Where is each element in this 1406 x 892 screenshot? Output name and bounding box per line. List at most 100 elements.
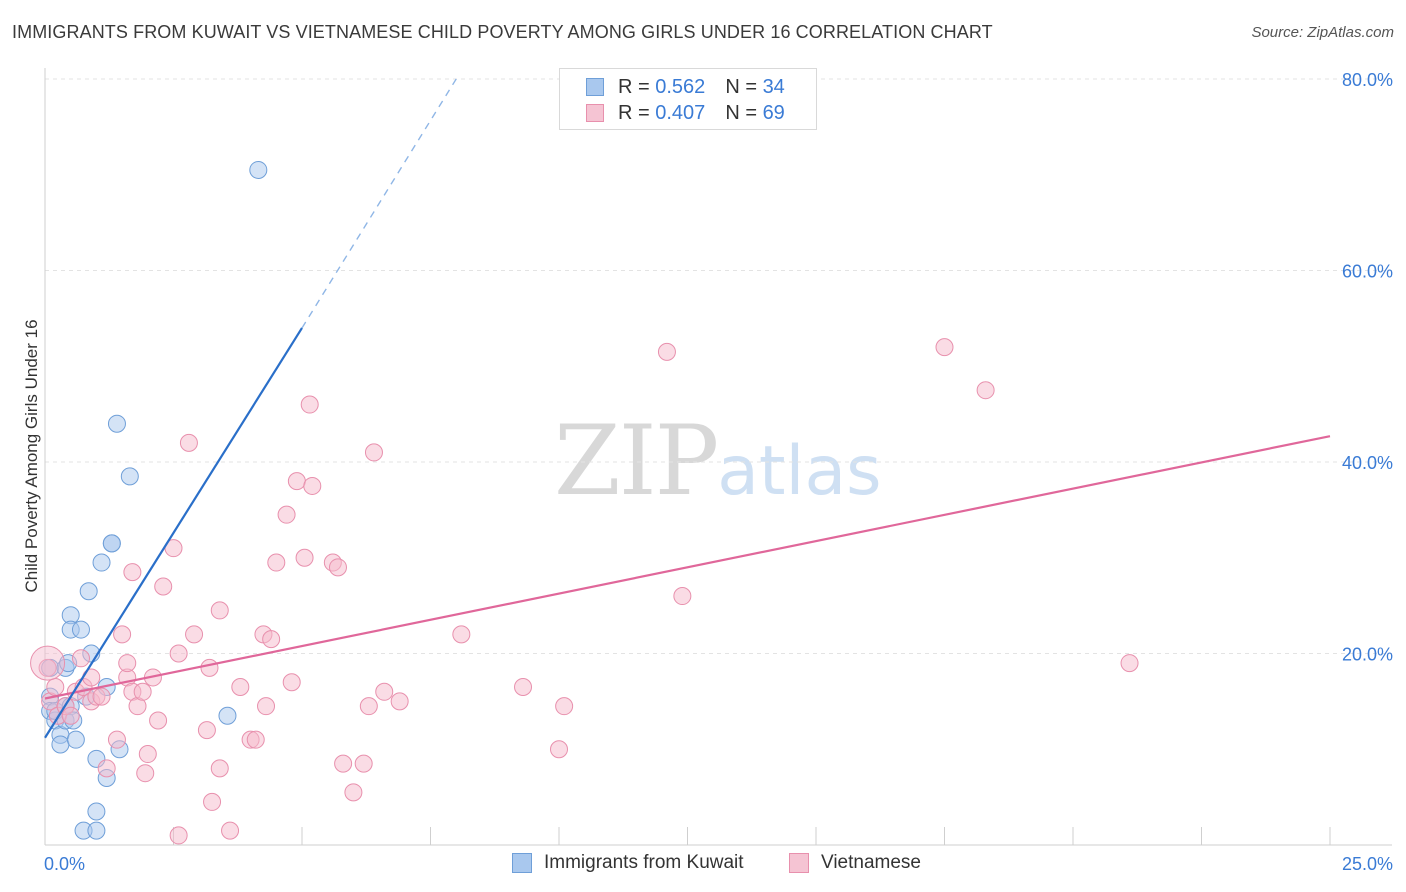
- data-point: [935, 338, 954, 357]
- legend-swatch-kuwait: [586, 78, 604, 96]
- tick-labels: 20.0% 40.0% 60.0% 80.0% 0.0% 25.0%: [44, 70, 1393, 874]
- legend-r-value: 0.562: [655, 75, 706, 98]
- legend-swatch-vietnamese: [789, 853, 809, 873]
- legend-label-vietnamese: Vietnamese: [821, 852, 921, 873]
- data-point: [262, 630, 281, 649]
- data-point: [550, 740, 568, 759]
- data-point: [107, 730, 126, 749]
- data-point: [197, 721, 216, 740]
- correlation-legend: R = 0.562 N = 34 R = 0.407 N = 69: [559, 68, 817, 130]
- data-point: [66, 730, 85, 749]
- y-tick-label: 40.0%: [1342, 453, 1393, 473]
- data-point-cluster: [30, 645, 66, 681]
- data-point: [359, 697, 378, 716]
- chart-title: IMMIGRANTS FROM KUWAIT VS VIETNAMESE CHI…: [12, 22, 993, 42]
- series-vietnamese: [30, 338, 1139, 845]
- data-point: [210, 759, 229, 778]
- legend-n-label: N =: [725, 101, 757, 124]
- data-point: [221, 821, 240, 840]
- data-point: [203, 792, 222, 811]
- data-point: [354, 754, 373, 773]
- data-point: [657, 342, 676, 361]
- data-point: [179, 433, 198, 452]
- legend-r-label: R =: [618, 101, 650, 124]
- legend-label-kuwait: Immigrants from Kuwait: [544, 852, 744, 873]
- data-point: [976, 381, 995, 400]
- data-point: [257, 697, 276, 716]
- data-point: [364, 443, 383, 462]
- data-point: [673, 587, 692, 606]
- data-point: [555, 697, 574, 716]
- data-point: [1120, 654, 1139, 673]
- source-label: Source: ZipAtlas.com: [1251, 24, 1394, 41]
- x-tick-label: 0.0%: [44, 854, 85, 874]
- data-point: [138, 745, 157, 764]
- data-point: [328, 558, 347, 577]
- data-point: [71, 620, 90, 639]
- data-point: [452, 625, 471, 644]
- data-point: [514, 678, 533, 697]
- trend-lines: [44, 78, 1331, 739]
- data-point: [46, 678, 65, 697]
- data-point: [102, 534, 121, 553]
- legend-n-value: 34: [762, 75, 785, 98]
- watermark: ZIPatlas: [554, 405, 882, 517]
- data-point: [107, 414, 126, 433]
- data-point: [295, 548, 314, 567]
- data-point: [169, 826, 188, 845]
- data-point: [92, 553, 111, 572]
- data-point: [218, 706, 237, 725]
- data-point: [61, 706, 80, 725]
- data-point: [92, 687, 111, 706]
- data-point: [154, 577, 173, 596]
- data-point: [38, 658, 57, 677]
- series-legend: Immigrants from Kuwait Vietnamese: [0, 852, 1406, 878]
- y-axis-label: Child Poverty Among Girls Under 16: [22, 319, 41, 593]
- data-point: [149, 711, 168, 730]
- data-point: [375, 682, 394, 701]
- watermark-zip: ZIP: [554, 405, 719, 517]
- legend-n-value: 69: [762, 101, 785, 124]
- data-point: [169, 644, 188, 663]
- data-point: [390, 692, 409, 711]
- data-point: [185, 625, 204, 644]
- series-kuwait: [41, 160, 268, 840]
- data-point: [71, 649, 90, 668]
- data-point: [133, 682, 152, 701]
- data-point: [51, 735, 70, 754]
- legend-r-label: R =: [618, 75, 650, 98]
- legend-n-label: N =: [725, 75, 757, 98]
- data-point: [210, 601, 229, 620]
- data-point: [303, 476, 322, 495]
- data-point: [200, 658, 219, 677]
- data-point: [282, 673, 301, 692]
- data-point: [267, 553, 286, 572]
- legend-r-value: 0.407: [655, 101, 706, 124]
- data-point: [87, 821, 106, 840]
- data-point: [120, 467, 139, 486]
- y-tick-label: 60.0%: [1342, 262, 1393, 282]
- legend-item-vietnamese[interactable]: Vietnamese: [789, 852, 921, 874]
- axes: [44, 68, 1392, 846]
- data-point: [123, 563, 142, 582]
- legend-swatch-vietnamese: [586, 104, 604, 122]
- y-tick-label: 20.0%: [1342, 645, 1393, 665]
- legend-swatch-kuwait: [512, 853, 532, 873]
- legend-row-vietnamese: R = 0.407 N = 69: [586, 100, 785, 126]
- legend-item-kuwait[interactable]: Immigrants from Kuwait: [512, 852, 744, 874]
- trend-line-vietnamese: [44, 435, 1331, 700]
- data-point: [334, 754, 353, 773]
- data-point: [87, 802, 106, 821]
- data-point: [249, 160, 268, 179]
- data-point: [118, 654, 137, 673]
- y-tick-label: 80.0%: [1342, 70, 1393, 90]
- trend-line-kuwait: [44, 327, 303, 739]
- data-point: [231, 678, 250, 697]
- legend-row-kuwait: R = 0.562 N = 34: [586, 74, 785, 100]
- data-point: [246, 730, 265, 749]
- grid: [45, 78, 1392, 654]
- data-point: [300, 395, 319, 414]
- data-point: [113, 625, 132, 644]
- data-point: [277, 505, 296, 524]
